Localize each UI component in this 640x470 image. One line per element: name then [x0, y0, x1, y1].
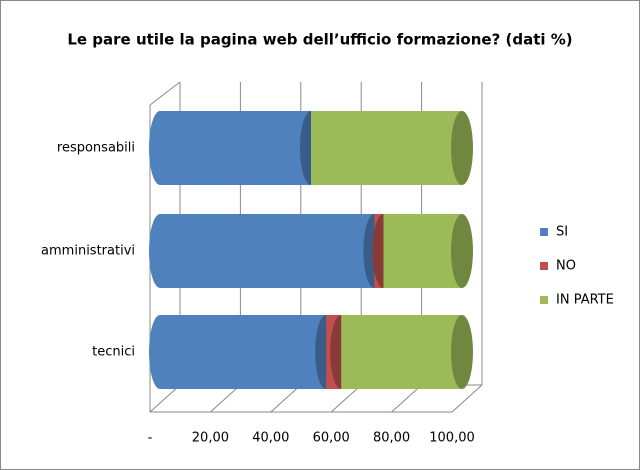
- bar-body: [160, 111, 311, 185]
- legend-swatch: [540, 228, 548, 236]
- y-tick-label: amministrativi: [41, 244, 135, 259]
- legend-label: IN PARTE: [556, 293, 614, 308]
- floor-grid-line: [391, 384, 422, 413]
- x-tick-label: 100,00: [429, 431, 475, 446]
- x-tick-label: 20,00: [192, 431, 229, 446]
- bar-segment: [149, 315, 338, 389]
- legend-swatch: [540, 296, 548, 304]
- x-tick-label: 40,00: [252, 431, 289, 446]
- legend-label: SI: [556, 225, 568, 240]
- bar-end-cap: [451, 111, 473, 185]
- bar-body: [341, 315, 462, 389]
- left-wall-top: [149, 81, 181, 106]
- bar-segment: [383, 214, 473, 288]
- bar-segment: [341, 315, 473, 389]
- x-tick-label: -: [148, 431, 153, 446]
- floor-grid-line: [270, 384, 302, 413]
- floor-grid-line: [149, 384, 181, 413]
- floor-grid-line: [330, 384, 362, 413]
- y-tick-label: responsabili: [57, 141, 135, 156]
- y-tick-label: tecnici: [92, 345, 135, 360]
- bar-body: [383, 214, 462, 288]
- legend-label: NO: [556, 259, 576, 274]
- bar-end-cap: [451, 315, 473, 389]
- bar-end-cap: [451, 214, 473, 288]
- floor-grid-line: [451, 384, 483, 413]
- x-tick-label: 60,00: [313, 431, 350, 446]
- x-tick-label: 80,00: [373, 431, 410, 446]
- bar-body: [160, 315, 327, 389]
- legend-swatch: [540, 262, 548, 270]
- bar-body: [311, 111, 462, 185]
- bar-segment: [311, 111, 473, 185]
- floor-grid-line: [210, 384, 241, 413]
- bar-segment: [149, 214, 386, 288]
- chart-title: Le pare utile la pagina web dell’ufficio…: [67, 31, 572, 49]
- bar-segment: [149, 111, 322, 185]
- bar-body: [160, 214, 375, 288]
